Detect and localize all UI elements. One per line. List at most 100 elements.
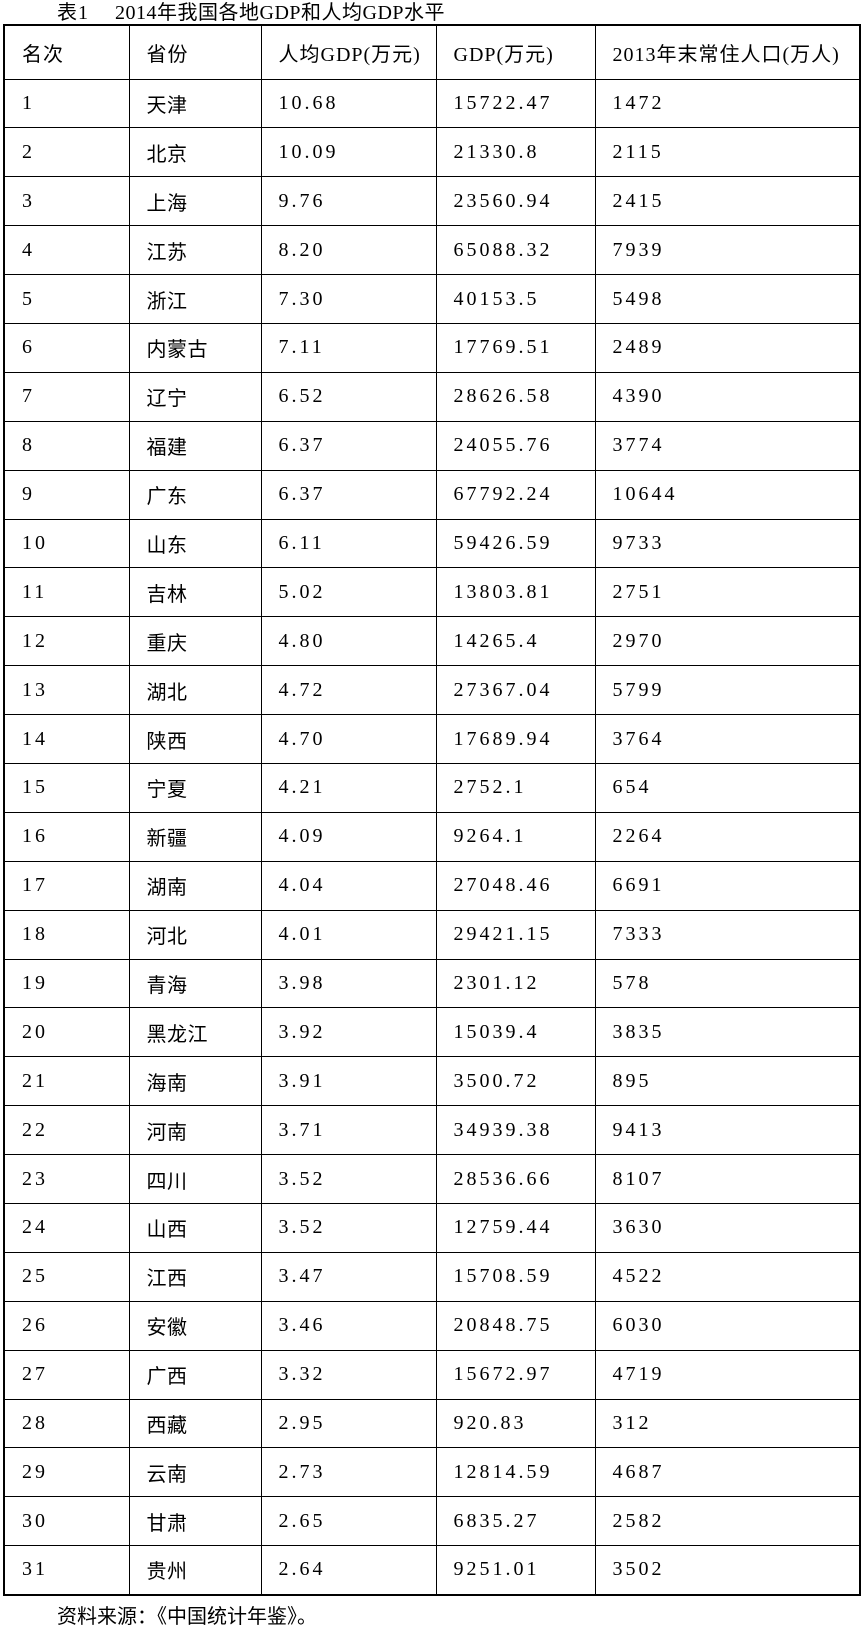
cell-gdp: 67792.24: [435, 469, 596, 520]
cell-gdp: 9264.1: [435, 811, 596, 862]
col-header-rank: 名次: [3, 24, 130, 80]
cell-gdp: 34939.38: [435, 1105, 596, 1156]
cell-gdp_per_capita: 9.76: [260, 176, 437, 227]
cell-rank: 24: [3, 1202, 130, 1253]
table-row: 5 浙江 7.30 40153.5 5498: [3, 274, 861, 324]
cell-population: 2264: [594, 811, 861, 862]
table-row: 19 青海 3.98 2301.12 578: [3, 958, 861, 1009]
table-body: 1 天津 10.68 15722.47 1472 2 北京 10.09 21330.8 2115 3…: [3, 78, 861, 1596]
cell-gdp: 29421.15: [435, 909, 596, 960]
cell-province: 陕西: [128, 714, 262, 764]
cell-population: 9733: [594, 518, 861, 569]
cell-rank: 5: [3, 274, 130, 324]
cell-rank: 15: [3, 762, 130, 813]
table-row: 27 广西 3.32 15672.97 4719: [3, 1349, 861, 1400]
cell-rank: 6: [3, 322, 130, 373]
col-header-gdp-per-capita: 人均GDP(万元): [260, 24, 437, 80]
cell-gdp_per_capita: 3.71: [260, 1105, 437, 1156]
cell-gdp_per_capita: 7.30: [260, 274, 437, 324]
table-row: 25 江西 3.47 15708.59 4522: [3, 1251, 861, 1302]
cell-gdp_per_capita: 2.64: [260, 1545, 437, 1596]
cell-province: 安徽: [128, 1300, 262, 1351]
cell-rank: 8: [3, 420, 130, 471]
cell-gdp: 13803.81: [435, 567, 596, 618]
cell-province: 北京: [128, 127, 262, 178]
source-note: 资料来源：《中国统计年鉴》。: [57, 1606, 317, 1628]
cell-population: 7939: [594, 225, 861, 276]
cell-rank: 30: [3, 1496, 130, 1547]
cell-population: 4719: [594, 1349, 861, 1400]
cell-gdp: 59426.59: [435, 518, 596, 569]
cell-rank: 13: [3, 665, 130, 716]
cell-province: 辽宁: [128, 371, 262, 422]
cell-gdp: 17689.94: [435, 714, 596, 764]
table-row: 10 山东 6.11 59426.59 9733: [3, 518, 861, 569]
cell-rank: 2: [3, 127, 130, 178]
cell-population: 578: [594, 958, 861, 1009]
cell-province: 海南: [128, 1056, 262, 1107]
cell-rank: 18: [3, 909, 130, 960]
cell-gdp_per_capita: 3.47: [260, 1251, 437, 1302]
table-row: 11 吉林 5.02 13803.81 2751: [3, 567, 861, 618]
cell-province: 浙江: [128, 274, 262, 324]
cell-population: 2582: [594, 1496, 861, 1547]
cell-gdp_per_capita: 8.20: [260, 225, 437, 276]
cell-rank: 31: [3, 1545, 130, 1596]
cell-gdp_per_capita: 6.11: [260, 518, 437, 569]
cell-gdp: 15722.47: [435, 78, 596, 129]
cell-gdp: 14265.4: [435, 616, 596, 667]
cell-gdp_per_capita: 10.68: [260, 78, 437, 129]
cell-gdp: 2301.12: [435, 958, 596, 1009]
cell-rank: 23: [3, 1154, 130, 1204]
cell-province: 甘肃: [128, 1496, 262, 1547]
cell-gdp_per_capita: 4.72: [260, 665, 437, 716]
cell-population: 2115: [594, 127, 861, 178]
cell-province: 西藏: [128, 1398, 262, 1449]
cell-population: 4687: [594, 1447, 861, 1498]
table-row: 21 海南 3.91 3500.72 895: [3, 1056, 861, 1107]
cell-gdp_per_capita: 6.52: [260, 371, 437, 422]
table-row: 6 内蒙古 7.11 17769.51 2489: [3, 322, 861, 373]
cell-rank: 26: [3, 1300, 130, 1351]
cell-province: 新疆: [128, 811, 262, 862]
cell-gdp: 21330.8: [435, 127, 596, 178]
table-row: 16 新疆 4.09 9264.1 2264: [3, 811, 861, 862]
table-row: 24 山西 3.52 12759.44 3630: [3, 1202, 861, 1253]
cell-population: 6030: [594, 1300, 861, 1351]
cell-population: 4522: [594, 1251, 861, 1302]
cell-population: 2489: [594, 322, 861, 373]
table-row: 12 重庆 4.80 14265.4 2970: [3, 616, 861, 667]
table-row: 28 西藏 2.95 920.83 312: [3, 1398, 861, 1449]
cell-gdp_per_capita: 3.92: [260, 1007, 437, 1058]
cell-gdp_per_capita: 3.98: [260, 958, 437, 1009]
cell-gdp_per_capita: 6.37: [260, 469, 437, 520]
cell-rank: 21: [3, 1056, 130, 1107]
cell-gdp_per_capita: 2.95: [260, 1398, 437, 1449]
cell-gdp: 20848.75: [435, 1300, 596, 1351]
cell-rank: 29: [3, 1447, 130, 1498]
table-caption: 表1 2014年我国各地GDP和人均GDP水平: [57, 3, 445, 23]
cell-province: 云南: [128, 1447, 262, 1498]
cell-gdp: 65088.32: [435, 225, 596, 276]
cell-province: 湖北: [128, 665, 262, 716]
cell-gdp_per_capita: 4.70: [260, 714, 437, 764]
cell-gdp_per_capita: 10.09: [260, 127, 437, 178]
cell-gdp: 15672.97: [435, 1349, 596, 1400]
table-row: 2 北京 10.09 21330.8 2115: [3, 127, 861, 178]
cell-gdp: 9251.01: [435, 1545, 596, 1596]
table-number-label: 表1: [57, 2, 89, 24]
cell-gdp: 24055.76: [435, 420, 596, 471]
table-row: 23 四川 3.52 28536.66 8107: [3, 1154, 861, 1204]
cell-gdp: 12814.59: [435, 1447, 596, 1498]
table-row: 9 广东 6.37 67792.24 10644: [3, 469, 861, 520]
cell-population: 5799: [594, 665, 861, 716]
table-title-text: 2014年我国各地GDP和人均GDP水平: [115, 2, 446, 24]
cell-rank: 9: [3, 469, 130, 520]
cell-province: 重庆: [128, 616, 262, 667]
table-row: 7 辽宁 6.52 28626.58 4390: [3, 371, 861, 422]
cell-province: 宁夏: [128, 762, 262, 813]
cell-population: 3502: [594, 1545, 861, 1596]
cell-population: 2415: [594, 176, 861, 227]
col-header-province: 省份: [128, 24, 262, 80]
cell-gdp: 28626.58: [435, 371, 596, 422]
